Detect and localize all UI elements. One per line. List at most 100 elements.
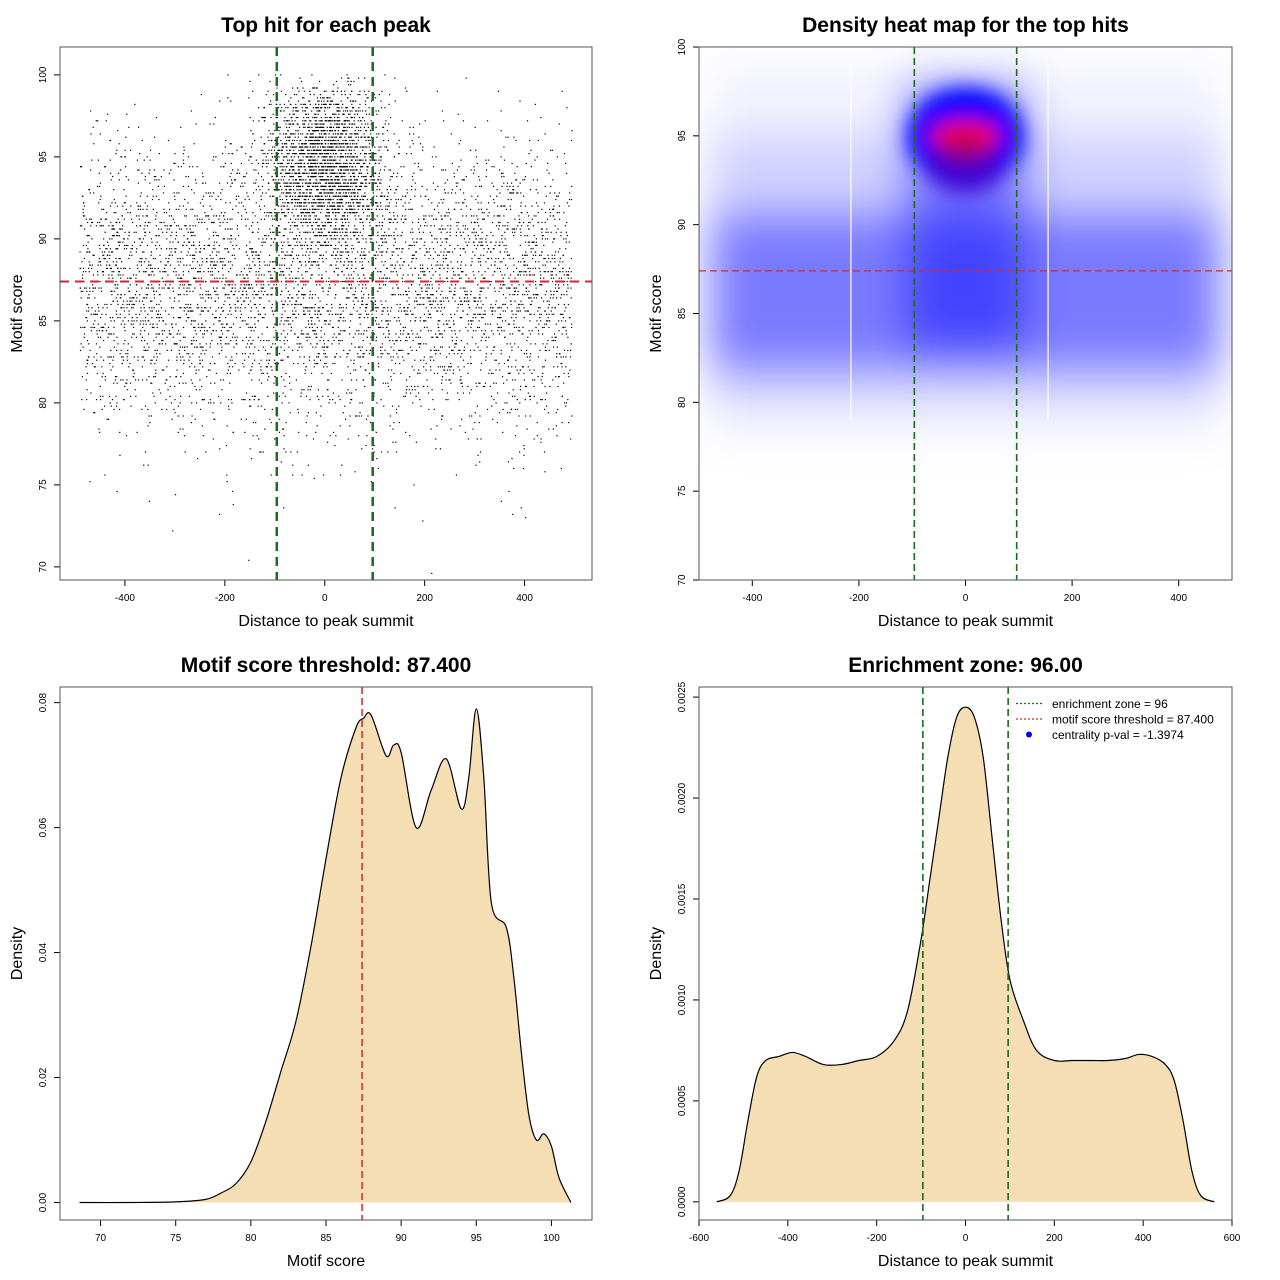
data-point — [540, 320, 542, 322]
data-point — [568, 205, 570, 207]
data-point — [261, 241, 263, 243]
data-point — [383, 235, 385, 237]
data-point — [215, 290, 217, 292]
data-point — [220, 261, 222, 263]
data-point — [264, 264, 266, 266]
data-point — [499, 313, 501, 315]
data-point — [547, 271, 549, 273]
data-point — [542, 235, 544, 237]
data-point — [271, 303, 273, 306]
data-point — [294, 303, 296, 306]
data-point — [502, 310, 504, 312]
data-point — [359, 402, 361, 404]
data-point — [412, 313, 414, 315]
data-point — [417, 343, 419, 345]
data-point — [534, 267, 537, 269]
data-point — [279, 323, 281, 325]
data-point — [245, 346, 247, 348]
data-point — [149, 421, 151, 424]
data-point — [520, 507, 522, 509]
data-point — [532, 274, 534, 276]
data-point — [532, 254, 534, 256]
data-point — [270, 346, 272, 348]
data-point — [248, 372, 250, 374]
data-point — [362, 297, 364, 299]
data-point — [158, 228, 160, 230]
data-point — [473, 172, 475, 174]
data-point — [116, 382, 118, 384]
data-point — [150, 254, 152, 256]
data-point — [494, 264, 496, 266]
data-point — [393, 231, 395, 233]
data-point — [537, 376, 539, 378]
data-point — [109, 267, 111, 269]
data-point — [457, 303, 459, 306]
data-point — [177, 241, 179, 243]
data-point — [459, 248, 461, 250]
data-point — [526, 235, 528, 237]
data-point — [132, 376, 135, 378]
data-point — [496, 267, 499, 269]
data-point — [150, 274, 152, 276]
data-point — [570, 349, 572, 351]
data-point — [424, 254, 426, 256]
data-point — [467, 323, 470, 325]
data-point — [191, 339, 193, 342]
data-point — [242, 320, 244, 322]
data-point — [440, 310, 442, 312]
data-point — [517, 225, 519, 227]
data-point — [407, 264, 410, 266]
data-point — [432, 248, 435, 250]
data-point — [267, 362, 269, 365]
data-point — [450, 366, 452, 368]
data-point — [116, 313, 118, 315]
data-point — [278, 225, 280, 227]
data-point — [358, 317, 360, 319]
data-point — [174, 494, 177, 496]
data-point — [82, 244, 85, 247]
data-point — [448, 379, 450, 381]
data-point — [304, 231, 307, 233]
data-point — [165, 248, 168, 250]
data-point — [541, 235, 543, 237]
data-point — [433, 166, 435, 168]
data-point — [190, 320, 193, 322]
data-point — [279, 339, 281, 342]
data-point — [483, 333, 486, 335]
data-point — [481, 241, 483, 243]
data-point — [563, 274, 565, 276]
data-point — [468, 277, 470, 279]
data-point — [190, 323, 192, 325]
data-point — [448, 326, 450, 329]
data-point — [418, 343, 421, 345]
data-point — [99, 336, 102, 338]
data-point — [537, 221, 539, 224]
data-point — [246, 264, 248, 266]
data-point — [261, 382, 263, 384]
data-point — [412, 274, 414, 276]
data-point — [487, 248, 489, 250]
data-point — [459, 425, 461, 427]
data-point — [311, 294, 314, 296]
data-point — [526, 212, 528, 214]
data-point — [446, 369, 449, 371]
data-point — [185, 320, 187, 322]
data-point — [402, 205, 404, 207]
data-point — [438, 267, 440, 269]
data-point — [213, 244, 215, 247]
data-point — [436, 372, 439, 374]
data-point — [240, 297, 242, 299]
data-point — [560, 356, 562, 358]
data-point — [230, 241, 232, 243]
data-point — [496, 421, 498, 424]
data-point — [313, 307, 315, 309]
data-point — [355, 218, 357, 220]
data-point — [518, 307, 520, 309]
data-point — [224, 162, 226, 165]
data-point — [143, 271, 145, 273]
data-point — [182, 382, 184, 384]
data-point — [453, 353, 455, 355]
data-point — [500, 130, 502, 132]
data-point — [566, 290, 568, 292]
data-point — [423, 356, 425, 358]
